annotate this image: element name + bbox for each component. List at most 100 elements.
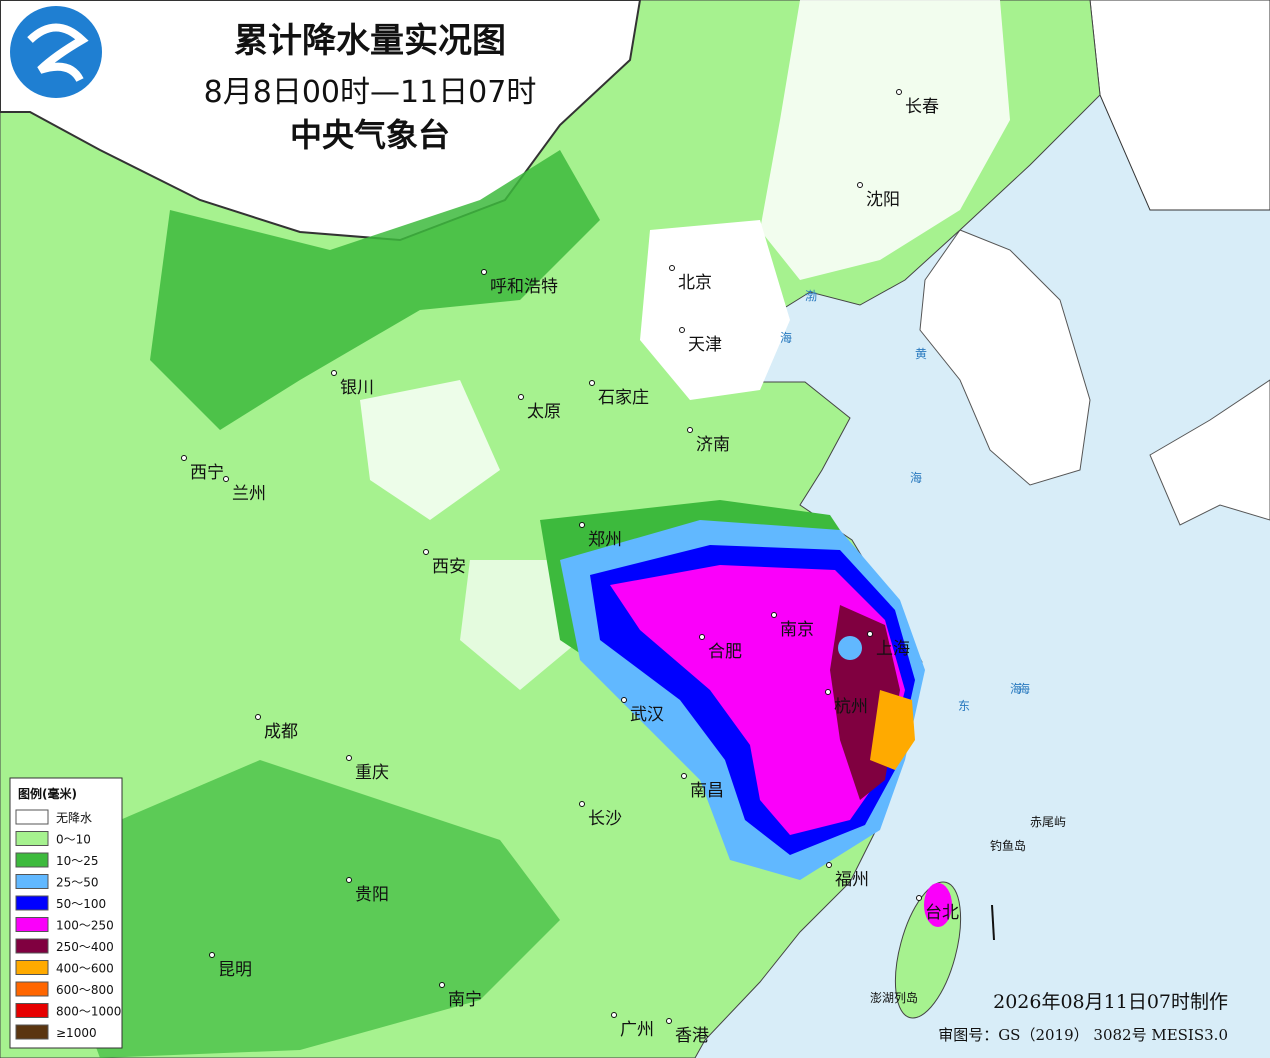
sea-label: 海	[780, 330, 792, 345]
city-dot	[423, 549, 429, 555]
city-dot	[825, 689, 831, 695]
city-label: 贵阳	[355, 885, 389, 905]
city-dot	[681, 773, 687, 779]
city-dot	[579, 522, 585, 528]
city-dot	[255, 714, 261, 720]
legend-label: ≥1000	[56, 1026, 97, 1040]
city-dot	[439, 982, 445, 988]
city-dot	[579, 801, 585, 807]
city-label: 重庆	[355, 763, 389, 783]
city-dot	[916, 895, 922, 901]
city-dot	[346, 877, 352, 883]
city-label: 长春	[905, 97, 939, 117]
city-label: 济南	[696, 435, 730, 455]
legend-swatch	[15, 960, 49, 975]
city-label: 福州	[835, 870, 869, 890]
city-label: 杭州	[834, 697, 868, 717]
city-label: 南宁	[448, 990, 482, 1010]
city-dot	[346, 755, 352, 761]
city-label: 太原	[527, 402, 561, 422]
city-dot	[666, 1018, 672, 1024]
island-label: 澎湖列岛	[870, 990, 918, 1005]
made-time: 2026年08月11日07时制作	[993, 991, 1228, 1013]
approval-no: 审图号：GS（2019） 3082号 MESIS3.0	[938, 1026, 1228, 1044]
rain-400-600	[870, 690, 915, 770]
subtitle: 8月8日00时—11日07时	[204, 75, 537, 110]
legend-swatch	[15, 852, 49, 868]
island-label: 钓鱼岛	[990, 838, 1026, 853]
korea	[919, 229, 1091, 486]
city-dot	[209, 952, 215, 958]
legend-swatch	[15, 917, 49, 932]
rain-10-25	[60, 760, 560, 1058]
japan	[1149, 379, 1270, 526]
city-label: 成都	[264, 722, 298, 742]
city-label: 南昌	[690, 781, 724, 801]
logo-mark	[27, 23, 89, 83]
no-rain-area	[460, 560, 580, 690]
rain-100-250	[610, 565, 905, 835]
city-dot	[589, 380, 595, 386]
sea-label: 海	[1010, 681, 1022, 696]
city-label: 西宁	[190, 463, 224, 483]
city-dot	[679, 327, 685, 333]
city-dot	[621, 697, 627, 703]
mongolia	[0, 0, 642, 242]
city-dot	[669, 265, 675, 271]
city-dot	[181, 455, 187, 461]
legend-label: 400～600	[56, 962, 114, 976]
city-label: 台北	[925, 903, 959, 923]
city-label: 合肥	[708, 642, 742, 662]
city-dot	[857, 182, 863, 188]
sea-label: 黄	[915, 347, 927, 361]
legend-label: 800～1000	[56, 1005, 121, 1019]
no-rain-area	[760, 0, 1010, 280]
city-label: 昆明	[218, 960, 252, 980]
city-label: 呼和浩特	[490, 277, 558, 297]
city-dot	[518, 394, 524, 400]
city-label: 沈阳	[866, 190, 900, 210]
no-rain-area	[360, 380, 500, 520]
legend-label: 25～50	[56, 876, 99, 890]
boundary-line	[991, 904, 995, 941]
city-label: 西安	[432, 557, 466, 577]
city-label: 长沙	[588, 809, 622, 829]
sea-label: 渤	[805, 289, 817, 303]
city-label: 广州	[620, 1020, 654, 1040]
legend-label: 600～800	[56, 983, 114, 997]
city-dot	[771, 612, 777, 618]
legend-label: 0～10	[56, 833, 91, 847]
sea-label: 海	[910, 470, 922, 485]
city-label: 武汉	[630, 705, 664, 725]
sea-label: 海	[1018, 681, 1030, 696]
legend-label: 无降水	[56, 811, 92, 825]
city-dot	[611, 1012, 617, 1018]
sea-label: 东	[958, 699, 970, 713]
city-dot	[699, 634, 705, 640]
legend-label: 50～100	[56, 897, 106, 911]
city-label: 石家庄	[598, 388, 649, 408]
city-label: 南京	[780, 620, 814, 640]
legend-swatch	[15, 874, 49, 889]
city-label: 银川	[340, 378, 374, 398]
taihu	[838, 636, 862, 660]
city-dot	[896, 89, 902, 95]
legend-swatch	[15, 981, 49, 997]
title: 累计降水量实况图	[234, 21, 506, 61]
legend-swatch	[15, 1024, 49, 1040]
legend-swatch	[15, 809, 49, 825]
legend-swatch	[15, 831, 49, 846]
legend-title: 图例(毫米)	[18, 786, 77, 801]
city-dot	[223, 476, 229, 482]
rain-10-25	[150, 150, 600, 430]
no-rain-area	[640, 220, 790, 400]
city-dot	[867, 631, 873, 637]
city-label: 北京	[678, 273, 712, 293]
city-label: 香港	[675, 1026, 709, 1046]
legend-label: 100～250	[56, 919, 114, 933]
city-label: 天津	[688, 335, 722, 355]
city-dot	[331, 370, 337, 376]
island-label: 赤尾屿	[1030, 815, 1066, 829]
